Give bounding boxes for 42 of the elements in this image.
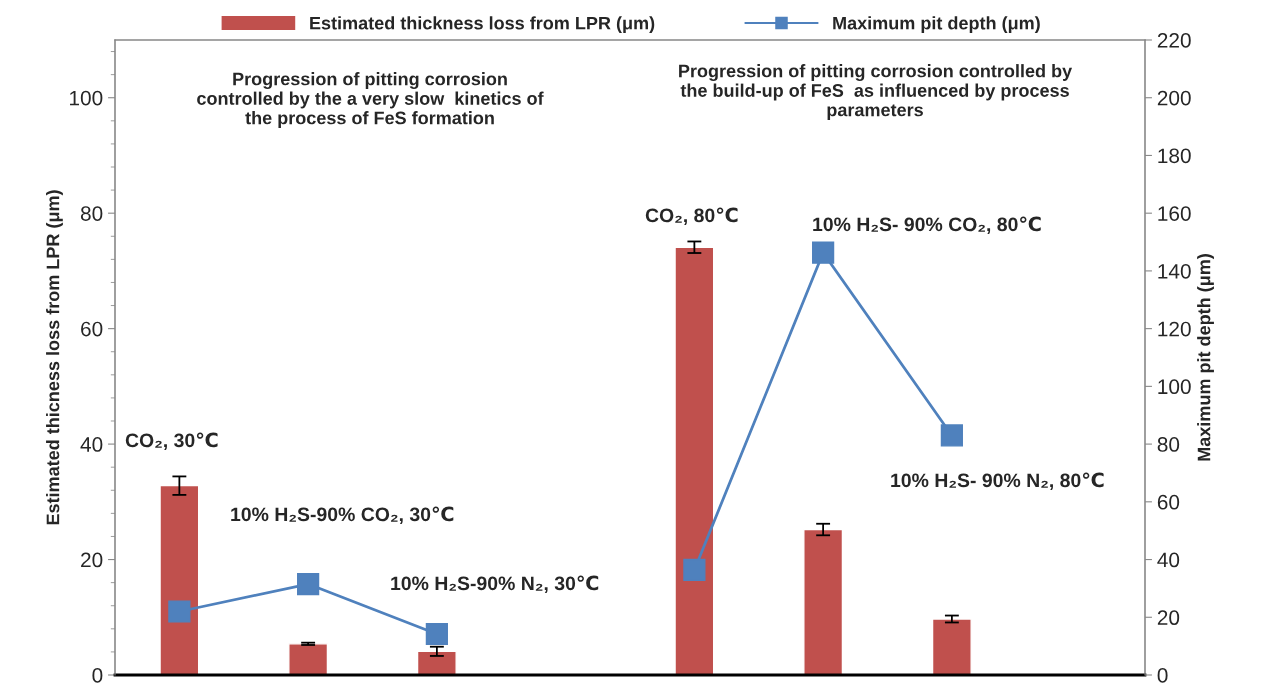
annotation: CO₂, 80℃ — [645, 207, 738, 226]
bar — [159, 484, 200, 675]
y2-tick-label: 220 — [1157, 33, 1191, 48]
annotation: 10% H₂S-90% N₂, 30℃ — [391, 575, 599, 594]
y2-tick-label: 80 — [1157, 437, 1180, 452]
y-tick-label: 40 — [80, 437, 103, 452]
point — [297, 572, 320, 596]
y2-tick-label: 100 — [1158, 379, 1191, 395]
annotation: CO₂, 30℃ — [125, 432, 218, 451]
y2-tick-label: 60 — [1157, 494, 1180, 510]
point — [812, 241, 835, 264]
y-tick-label: 20 — [81, 552, 103, 568]
y-tick-label: 80 — [80, 206, 103, 221]
legend-label: Maximum pit depth (μm) — [833, 16, 1040, 34]
annotation: 10% H₂S-90% CO₂, 30℃ — [231, 506, 454, 525]
y2-tick-label: 200 — [1157, 90, 1191, 106]
point — [168, 600, 191, 623]
y-tick-label: 0 — [92, 668, 103, 683]
y2-tick-label: 160 — [1158, 206, 1191, 221]
y-tick-label: 60 — [81, 321, 103, 337]
annotation: 10% H₂S- 90% CO₂, 80℃ — [813, 216, 1041, 235]
annotation: Progression of pitting corrosion controlled by the build-up of FeS as influenced by process parameters — [679, 64, 1073, 120]
annotation: 10% H₂S- 90% N₂, 80℃ — [891, 472, 1104, 491]
legend-label: Estimated thickness loss from LPR (μm) — [310, 16, 655, 34]
point — [425, 622, 448, 646]
y2-axis-title: Maximum pit depth (μm) — [1197, 254, 1214, 461]
y-axis-title: Estimated thicness loss from LPR (μm) — [46, 190, 63, 525]
bar — [674, 246, 715, 675]
bar — [416, 650, 457, 675]
y2-tick-label: 180 — [1158, 148, 1191, 164]
bar — [803, 528, 844, 675]
y2-tick-label: 20 — [1157, 610, 1180, 626]
y2-tick-label: 120 — [1158, 321, 1191, 337]
bar — [288, 643, 329, 675]
bar — [931, 618, 972, 675]
y2-tick-label: 0 — [1157, 668, 1168, 683]
y2-tick-label: 40 — [1157, 552, 1180, 568]
point — [683, 558, 706, 582]
y2-tick-label: 140 — [1158, 263, 1191, 279]
annotation: Progression of pitting corrosion controlled by the a very slow kinetics of the process of FeS formation — [197, 72, 544, 128]
y-tick-label: 100 — [70, 90, 103, 106]
point — [940, 424, 963, 447]
